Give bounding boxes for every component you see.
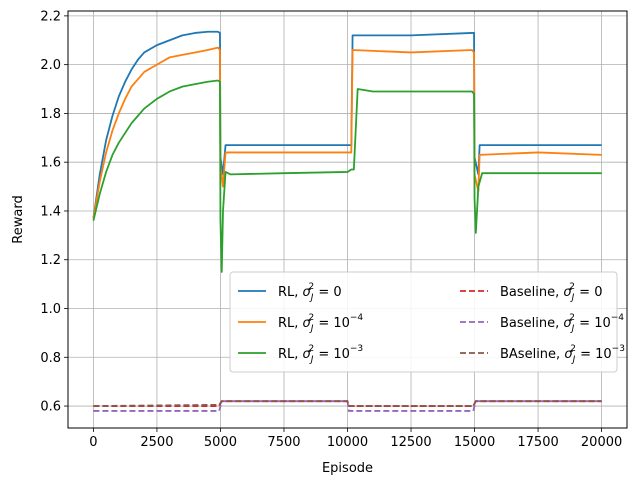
x-tick-label: 0 — [89, 435, 97, 450]
legend-sigma: σ — [563, 316, 572, 331]
legend-label-5: BAseline, σJ2 = 10−3 — [500, 344, 625, 365]
legend-box — [229, 271, 618, 373]
legend-exponent: −3 — [350, 344, 363, 354]
legend-prefix: RL, — [278, 316, 303, 331]
series-line-2 — [92, 79, 602, 273]
legend-prefix: RL, — [278, 285, 303, 300]
y-tick-label: 2.2 — [40, 9, 61, 24]
legend-sigma: σ — [563, 285, 572, 300]
y-tick-label: 1.6 — [40, 156, 61, 171]
legend-label-2: RL, σJ2 = 10−3 — [278, 344, 363, 365]
legend-suffix: = 10 — [576, 347, 612, 362]
legend-subscript: J — [570, 293, 575, 303]
y-tick-label: 2.0 — [40, 58, 61, 73]
y-tick-label: 1.4 — [40, 204, 61, 219]
legend-superscript: 2 — [308, 344, 314, 354]
legend-exponent: −4 — [611, 313, 625, 323]
legend-suffix: = 10 — [314, 316, 350, 331]
legend-label-0: RL, σJ2 = 0 — [278, 282, 342, 303]
legend-sigma: σ — [303, 285, 312, 300]
x-tick-label: 17500 — [517, 435, 558, 450]
legend-sigma: σ — [303, 347, 312, 362]
x-tick-label: 5000 — [204, 435, 237, 450]
legend-superscript: 2 — [570, 344, 576, 354]
legend-exponent: −4 — [350, 313, 364, 323]
series-line-0 — [92, 30, 602, 219]
legend-subscript: J — [309, 293, 314, 303]
x-tick-label: 10000 — [327, 435, 368, 450]
legend-prefix: Baseline, — [500, 285, 563, 300]
legend-subscript: J — [309, 324, 314, 334]
legend-label-3: Baseline, σJ2 = 0 — [500, 282, 602, 303]
y-axis-label: Reward — [11, 195, 26, 243]
legend-subscript: J — [571, 355, 576, 365]
legend-superscript: 2 — [308, 282, 314, 292]
legend: RL, σJ2 = 0RL, σJ2 = 10−4RL, σJ2 = 10−3B… — [229, 271, 625, 373]
grid — [68, 11, 627, 428]
legend-suffix: = 0 — [575, 285, 602, 300]
legend-superscript: 2 — [569, 313, 575, 323]
legend-label-1: RL, σJ2 = 10−4 — [278, 313, 363, 334]
plot-area — [92, 30, 602, 412]
x-axis: 0 2500 5000 7500 10000 12500 15000 17500 20000 — [89, 428, 622, 450]
legend-prefix: Baseline, — [500, 316, 563, 331]
legend-superscript: 2 — [569, 282, 575, 292]
legend-sigma: σ — [303, 316, 312, 331]
x-axis-label: Episode — [322, 461, 373, 476]
legend-suffix: = 10 — [575, 316, 611, 331]
series-line-4 — [93, 400, 602, 412]
legend-prefix: BAseline, — [500, 347, 564, 362]
y-tick-label: 1.2 — [40, 253, 61, 268]
y-tick-label: 1.0 — [40, 302, 61, 317]
legend-suffix: = 0 — [314, 285, 341, 300]
legend-prefix: RL, — [278, 347, 303, 362]
y-axis: 0.6 0.8 1.0 1.2 1.4 1.6 1.8 2.0 2.2 — [40, 9, 68, 415]
x-tick-label: 7500 — [267, 435, 300, 450]
x-tick-label: 12500 — [390, 435, 431, 450]
y-tick-label: 0.6 — [40, 400, 61, 415]
x-tick-label: 15000 — [454, 435, 495, 450]
x-tick-label: 20000 — [581, 435, 622, 450]
series-line-5 — [93, 400, 602, 407]
legend-subscript: J — [570, 324, 575, 334]
y-tick-label: 1.8 — [40, 107, 61, 122]
legend-suffix: = 10 — [314, 347, 350, 362]
y-tick-label: 0.8 — [40, 351, 61, 366]
legend-superscript: 2 — [308, 313, 314, 323]
legend-sigma: σ — [564, 347, 573, 362]
legend-exponent: −3 — [612, 344, 625, 354]
legend-label-4: Baseline, σJ2 = 10−4 — [500, 313, 624, 334]
series-line-1 — [92, 46, 602, 219]
x-tick-label: 2500 — [140, 435, 173, 450]
legend-subscript: J — [309, 355, 314, 365]
